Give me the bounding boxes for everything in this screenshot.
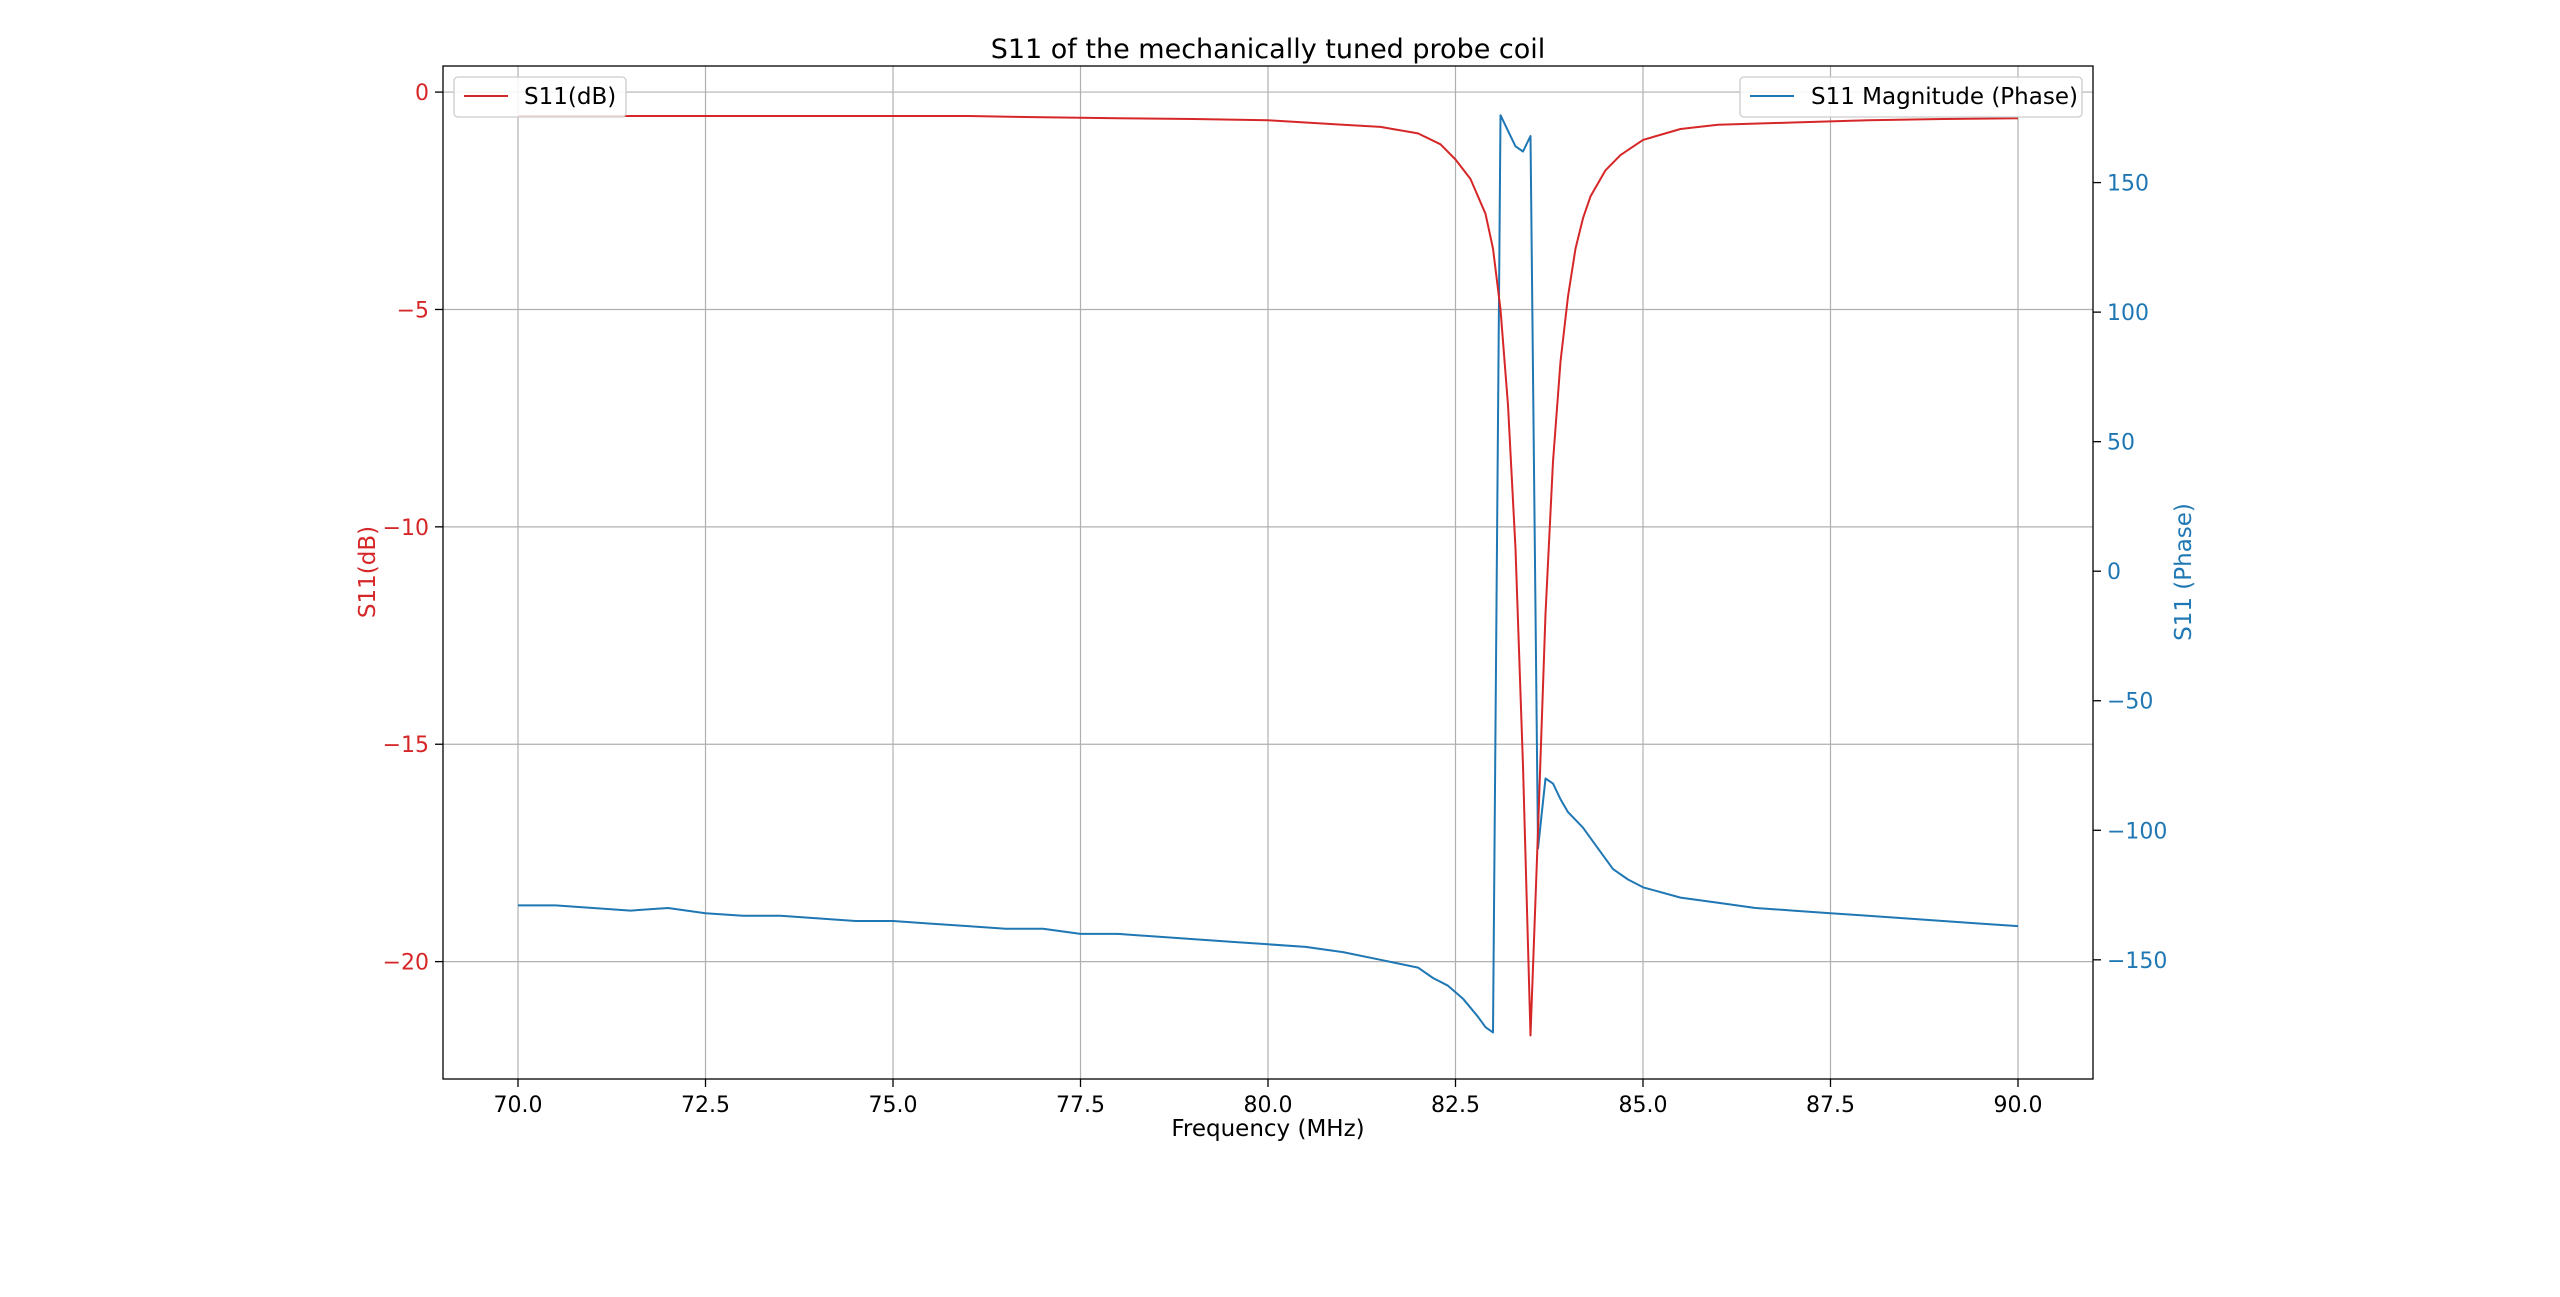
- x-axis-ticks: 70.0 72.5 75.0 77.5 80.0 82.5 85.0 87.5 90.0: [494, 1079, 2043, 1118]
- x-tick-label: 90.0: [1994, 1093, 2043, 1118]
- x-tick-label: 77.5: [1056, 1093, 1105, 1118]
- y-left-tick-label: −5: [397, 298, 429, 323]
- legend-left-box: [453, 76, 627, 118]
- y-right-axis-ticks: 150 100 50 0 −50 −100 −150: [2093, 172, 2167, 974]
- legend-left: S11(dB): [453, 76, 627, 118]
- y-right-tick-label: −50: [2107, 690, 2153, 715]
- y-left-axis-label: S11(dB): [355, 526, 381, 618]
- chart-title: S11 of the mechanically tuned probe coil: [991, 34, 1546, 65]
- grid-lines: [443, 66, 2093, 1079]
- series-db: [518, 115, 2019, 1037]
- legend-left-label: S11(dB): [524, 84, 616, 110]
- y-left-axis-ticks: 0 −5 −10 −15 −20: [383, 81, 443, 976]
- legend-right-box: [1739, 76, 2083, 118]
- y-left-tick-label: 0: [415, 81, 429, 106]
- y-right-axis-label: S11 (Phase): [2171, 503, 2197, 641]
- series-phase: [518, 114, 2019, 1034]
- x-axis-label: Frequency (MHz): [1171, 1116, 1364, 1142]
- x-tick-label: 75.0: [869, 1093, 918, 1118]
- series-line-db: [518, 115, 2019, 1037]
- legend-right: S11 Magnitude (Phase): [1739, 76, 2083, 118]
- x-tick-label: 82.5: [1431, 1093, 1480, 1118]
- x-tick-label: 70.0: [494, 1093, 543, 1118]
- y-right-tick-label: −100: [2107, 819, 2167, 844]
- x-tick-label: 80.0: [1244, 1093, 1293, 1118]
- y-right-tick-label: 50: [2107, 431, 2135, 456]
- legend-right-label: S11 Magnitude (Phase): [1811, 84, 2078, 110]
- y-left-tick-label: −15: [383, 733, 429, 758]
- x-tick-label: 85.0: [1619, 1093, 1668, 1118]
- y-left-tick-label: −10: [383, 516, 429, 541]
- y-right-tick-label: 150: [2107, 172, 2149, 197]
- y-right-tick-label: 100: [2107, 301, 2149, 326]
- x-tick-label: 72.5: [681, 1093, 730, 1118]
- series-line-phase: [518, 114, 2019, 1034]
- y-right-tick-label: −150: [2107, 949, 2167, 974]
- y-right-tick-label: 0: [2107, 560, 2121, 585]
- x-tick-label: 87.5: [1806, 1093, 1855, 1118]
- y-left-tick-label: −20: [383, 951, 429, 976]
